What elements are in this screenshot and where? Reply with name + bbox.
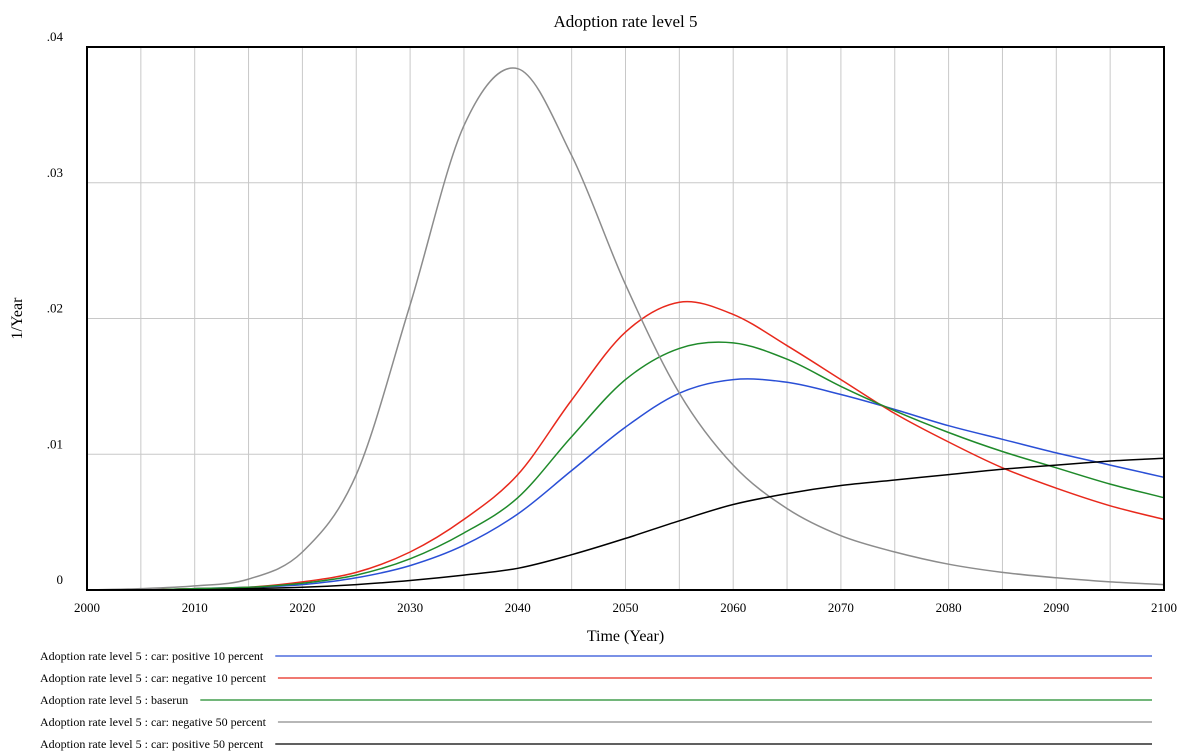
x-tick-label: 2020 bbox=[289, 600, 315, 615]
y-axis-label: 1/Year bbox=[9, 297, 26, 340]
y-tick-label: .04 bbox=[47, 29, 64, 44]
x-tick-label: 2010 bbox=[182, 600, 208, 615]
series-layer bbox=[86, 67, 1165, 591]
x-tick-label: 2030 bbox=[397, 600, 423, 615]
tick-labels: 2000 2010 2020 2030 2040 2050 2060 2070 2080 2090… bbox=[47, 29, 1177, 615]
x-tick-label: 2070 bbox=[828, 600, 854, 615]
x-tick-label: 2100 bbox=[1151, 600, 1177, 615]
y-tick-label: 0 bbox=[57, 572, 64, 587]
legend-label: Adoption rate level 5 : baserun bbox=[40, 693, 188, 707]
series-line-5 bbox=[87, 457, 1165, 591]
x-tick-label: 2090 bbox=[1043, 600, 1069, 615]
y-tick-label: .02 bbox=[47, 301, 63, 316]
legend-label: Adoption rate level 5 : car: positive 50… bbox=[40, 737, 264, 751]
legend: Adoption rate level 5 : car: positive 10… bbox=[40, 649, 1152, 751]
legend-label: Adoption rate level 5 : car: positive 10… bbox=[40, 649, 264, 663]
x-tick-label: 2060 bbox=[720, 600, 746, 615]
x-axis-label: Time (Year) bbox=[587, 628, 664, 645]
y-tick-label: .03 bbox=[47, 165, 63, 180]
series-line-3 bbox=[86, 341, 1165, 591]
legend-label: Adoption rate level 5 : car: negative 50… bbox=[40, 715, 267, 729]
x-tick-label: 2080 bbox=[936, 600, 962, 615]
y-tick-label: .01 bbox=[47, 436, 63, 451]
x-tick-label: 2000 bbox=[74, 600, 100, 615]
x-tick-label: 2050 bbox=[613, 600, 639, 615]
chart-title: Adoption rate level 5 bbox=[554, 12, 698, 31]
plot-frame bbox=[86, 46, 1165, 591]
x-tick-label: 2040 bbox=[505, 600, 531, 615]
series-line-4 bbox=[86, 67, 1165, 591]
legend-label: Adoption rate level 5 : car: negative 10… bbox=[40, 671, 267, 685]
grid bbox=[87, 47, 1164, 590]
